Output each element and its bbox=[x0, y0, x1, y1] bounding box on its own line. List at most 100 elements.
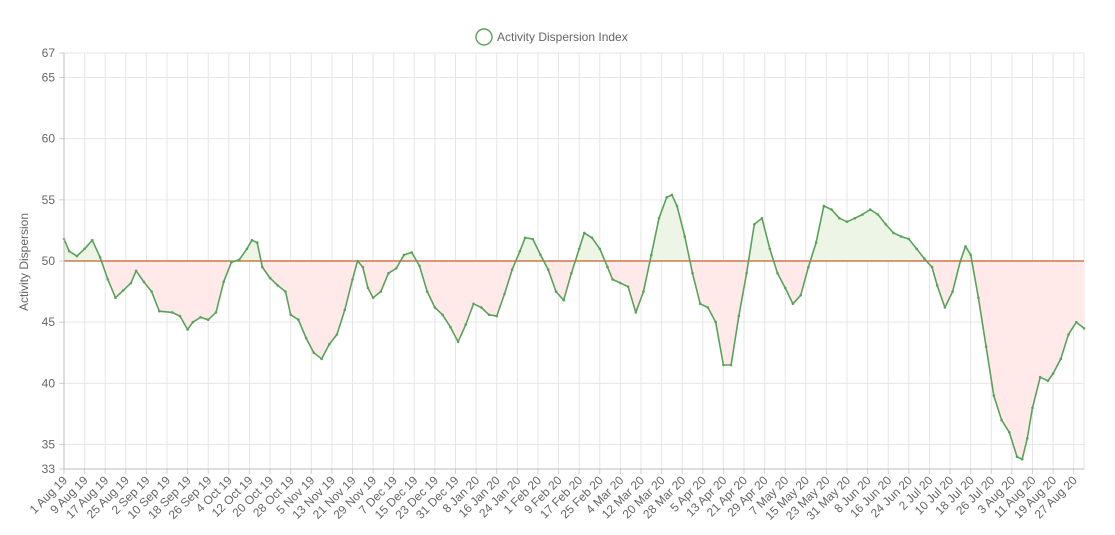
data-point[interactable] bbox=[853, 216, 857, 220]
data-point[interactable] bbox=[91, 238, 94, 242]
data-point[interactable] bbox=[150, 290, 153, 293]
data-point[interactable] bbox=[562, 298, 565, 302]
data-point[interactable] bbox=[121, 289, 125, 292]
data-point[interactable] bbox=[250, 238, 254, 242]
data-point[interactable] bbox=[892, 231, 895, 235]
data-point[interactable] bbox=[590, 236, 594, 240]
data-point[interactable] bbox=[284, 290, 287, 293]
data-point[interactable] bbox=[1000, 418, 1003, 422]
data-point[interactable] bbox=[657, 216, 661, 220]
data-point[interactable] bbox=[480, 306, 483, 309]
data-point[interactable] bbox=[683, 235, 687, 238]
data-point[interactable] bbox=[261, 265, 264, 269]
data-point[interactable] bbox=[418, 264, 421, 268]
data-point[interactable] bbox=[67, 249, 71, 253]
data-point[interactable] bbox=[410, 251, 414, 254]
data-point[interactable] bbox=[518, 249, 522, 253]
data-point[interactable] bbox=[799, 294, 802, 297]
data-point[interactable] bbox=[191, 320, 195, 324]
data-point[interactable] bbox=[178, 314, 182, 318]
data-point[interactable] bbox=[665, 196, 668, 199]
data-point[interactable] bbox=[706, 306, 710, 309]
data-point[interactable] bbox=[577, 247, 581, 251]
data-point[interactable] bbox=[510, 268, 514, 271]
data-point[interactable] bbox=[206, 318, 210, 322]
data-point[interactable] bbox=[361, 265, 365, 269]
data-point[interactable] bbox=[876, 213, 880, 216]
data-point[interactable] bbox=[503, 292, 506, 296]
data-point[interactable] bbox=[186, 328, 189, 331]
data-point[interactable] bbox=[930, 265, 934, 269]
data-point[interactable] bbox=[433, 306, 437, 309]
data-point[interactable] bbox=[531, 237, 535, 241]
data-point[interactable] bbox=[959, 259, 962, 263]
data-point[interactable] bbox=[1051, 372, 1055, 375]
data-point[interactable] bbox=[1038, 375, 1042, 379]
data-point[interactable] bbox=[814, 241, 818, 244]
data-point[interactable] bbox=[760, 216, 764, 220]
data-point[interactable] bbox=[276, 284, 280, 287]
data-point[interactable] bbox=[114, 296, 117, 300]
data-point[interactable] bbox=[583, 231, 586, 235]
data-point[interactable] bbox=[634, 311, 638, 314]
data-point[interactable] bbox=[255, 241, 259, 244]
data-point[interactable] bbox=[650, 253, 653, 257]
data-point[interactable] bbox=[495, 314, 499, 318]
data-point[interactable] bbox=[943, 306, 947, 309]
data-point[interactable] bbox=[402, 253, 406, 257]
data-point[interactable] bbox=[214, 311, 218, 314]
data-point[interactable] bbox=[977, 296, 980, 300]
data-point[interactable] bbox=[570, 271, 573, 275]
data-point[interactable] bbox=[158, 309, 161, 313]
data-point[interactable] bbox=[1067, 333, 1070, 336]
data-point[interactable] bbox=[923, 257, 926, 260]
data-point[interactable] bbox=[351, 278, 354, 281]
data-point[interactable] bbox=[456, 340, 460, 344]
data-point[interactable] bbox=[845, 220, 849, 224]
legend[interactable]: Activity Dispersion Index bbox=[475, 28, 628, 46]
data-point[interactable] bbox=[606, 265, 609, 269]
data-point[interactable] bbox=[554, 290, 558, 293]
data-point[interactable] bbox=[1020, 457, 1024, 461]
data-point[interactable] bbox=[98, 255, 102, 259]
data-point[interactable] bbox=[320, 357, 323, 361]
data-point[interactable] bbox=[1075, 320, 1078, 324]
data-point[interactable] bbox=[1082, 327, 1086, 330]
data-point[interactable] bbox=[289, 313, 293, 317]
data-point[interactable] bbox=[523, 236, 527, 240]
data-point[interactable] bbox=[539, 253, 542, 257]
data-point[interactable] bbox=[1008, 431, 1011, 434]
data-point[interactable] bbox=[464, 323, 468, 326]
data-point[interactable] bbox=[366, 286, 370, 290]
data-point[interactable] bbox=[472, 302, 475, 306]
data-point[interactable] bbox=[83, 247, 86, 251]
data-point[interactable] bbox=[675, 204, 679, 208]
data-point[interactable] bbox=[745, 271, 748, 275]
data-point[interactable] bbox=[335, 333, 339, 336]
data-point[interactable] bbox=[1015, 455, 1019, 459]
data-point[interactable] bbox=[838, 216, 841, 220]
data-point[interactable] bbox=[245, 247, 249, 251]
data-point[interactable] bbox=[969, 253, 972, 257]
data-point[interactable] bbox=[951, 290, 954, 293]
data-point[interactable] bbox=[356, 259, 359, 263]
data-point[interactable] bbox=[714, 320, 717, 324]
data-point[interactable] bbox=[899, 235, 903, 238]
data-point[interactable] bbox=[1059, 357, 1063, 361]
data-point[interactable] bbox=[425, 290, 429, 293]
data-point[interactable] bbox=[619, 281, 622, 285]
data-point[interactable] bbox=[222, 280, 225, 284]
data-point[interactable] bbox=[768, 247, 772, 251]
data-point[interactable] bbox=[907, 237, 911, 241]
data-point[interactable] bbox=[776, 271, 779, 275]
data-point[interactable] bbox=[487, 313, 491, 317]
data-point[interactable] bbox=[134, 269, 138, 273]
data-point[interactable] bbox=[449, 325, 452, 329]
data-point[interactable] bbox=[395, 267, 398, 270]
data-point[interactable] bbox=[343, 308, 347, 312]
data-point[interactable] bbox=[1026, 437, 1029, 440]
data-point[interactable] bbox=[312, 351, 316, 355]
legend-label[interactable]: Activity Dispersion Index bbox=[497, 30, 628, 44]
data-point[interactable] bbox=[611, 278, 614, 281]
data-point[interactable] bbox=[170, 311, 174, 314]
